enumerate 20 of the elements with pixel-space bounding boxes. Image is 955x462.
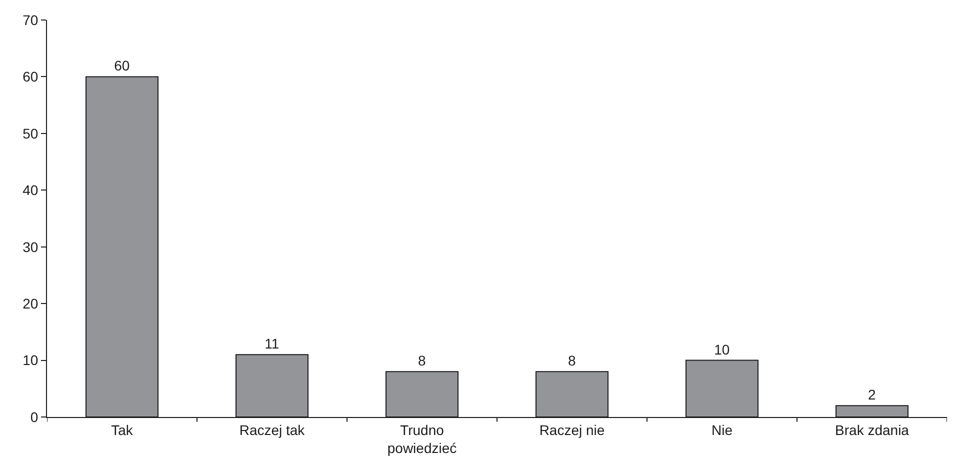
y-tick-label: 40: [22, 182, 38, 198]
y-tick-label: 60: [22, 68, 38, 85]
y-tick-label: 30: [22, 238, 38, 255]
y-tick-label: 50: [22, 125, 38, 142]
data-label: 8: [418, 352, 426, 369]
y-tick-label: 70: [22, 12, 38, 28]
data-label: 8: [568, 352, 576, 369]
x-tick-label: Tak: [111, 422, 134, 438]
x-tick-label: Trudno powiedzieć: [387, 422, 457, 456]
y-tick-label: 0: [30, 408, 38, 425]
data-label: 60: [114, 58, 130, 74]
x-tick-label: Raczej tak: [239, 422, 306, 438]
data-label: 11: [264, 336, 280, 352]
x-tick-label: Raczej nie: [539, 422, 605, 438]
data-label: 2: [868, 386, 876, 403]
x-tick-label: Brak zdania: [835, 422, 910, 438]
y-tick-label: 10: [22, 352, 38, 368]
data-label: 10: [714, 341, 730, 358]
y-tick-label: 20: [22, 295, 38, 312]
x-tick-label: Nie: [711, 422, 733, 438]
